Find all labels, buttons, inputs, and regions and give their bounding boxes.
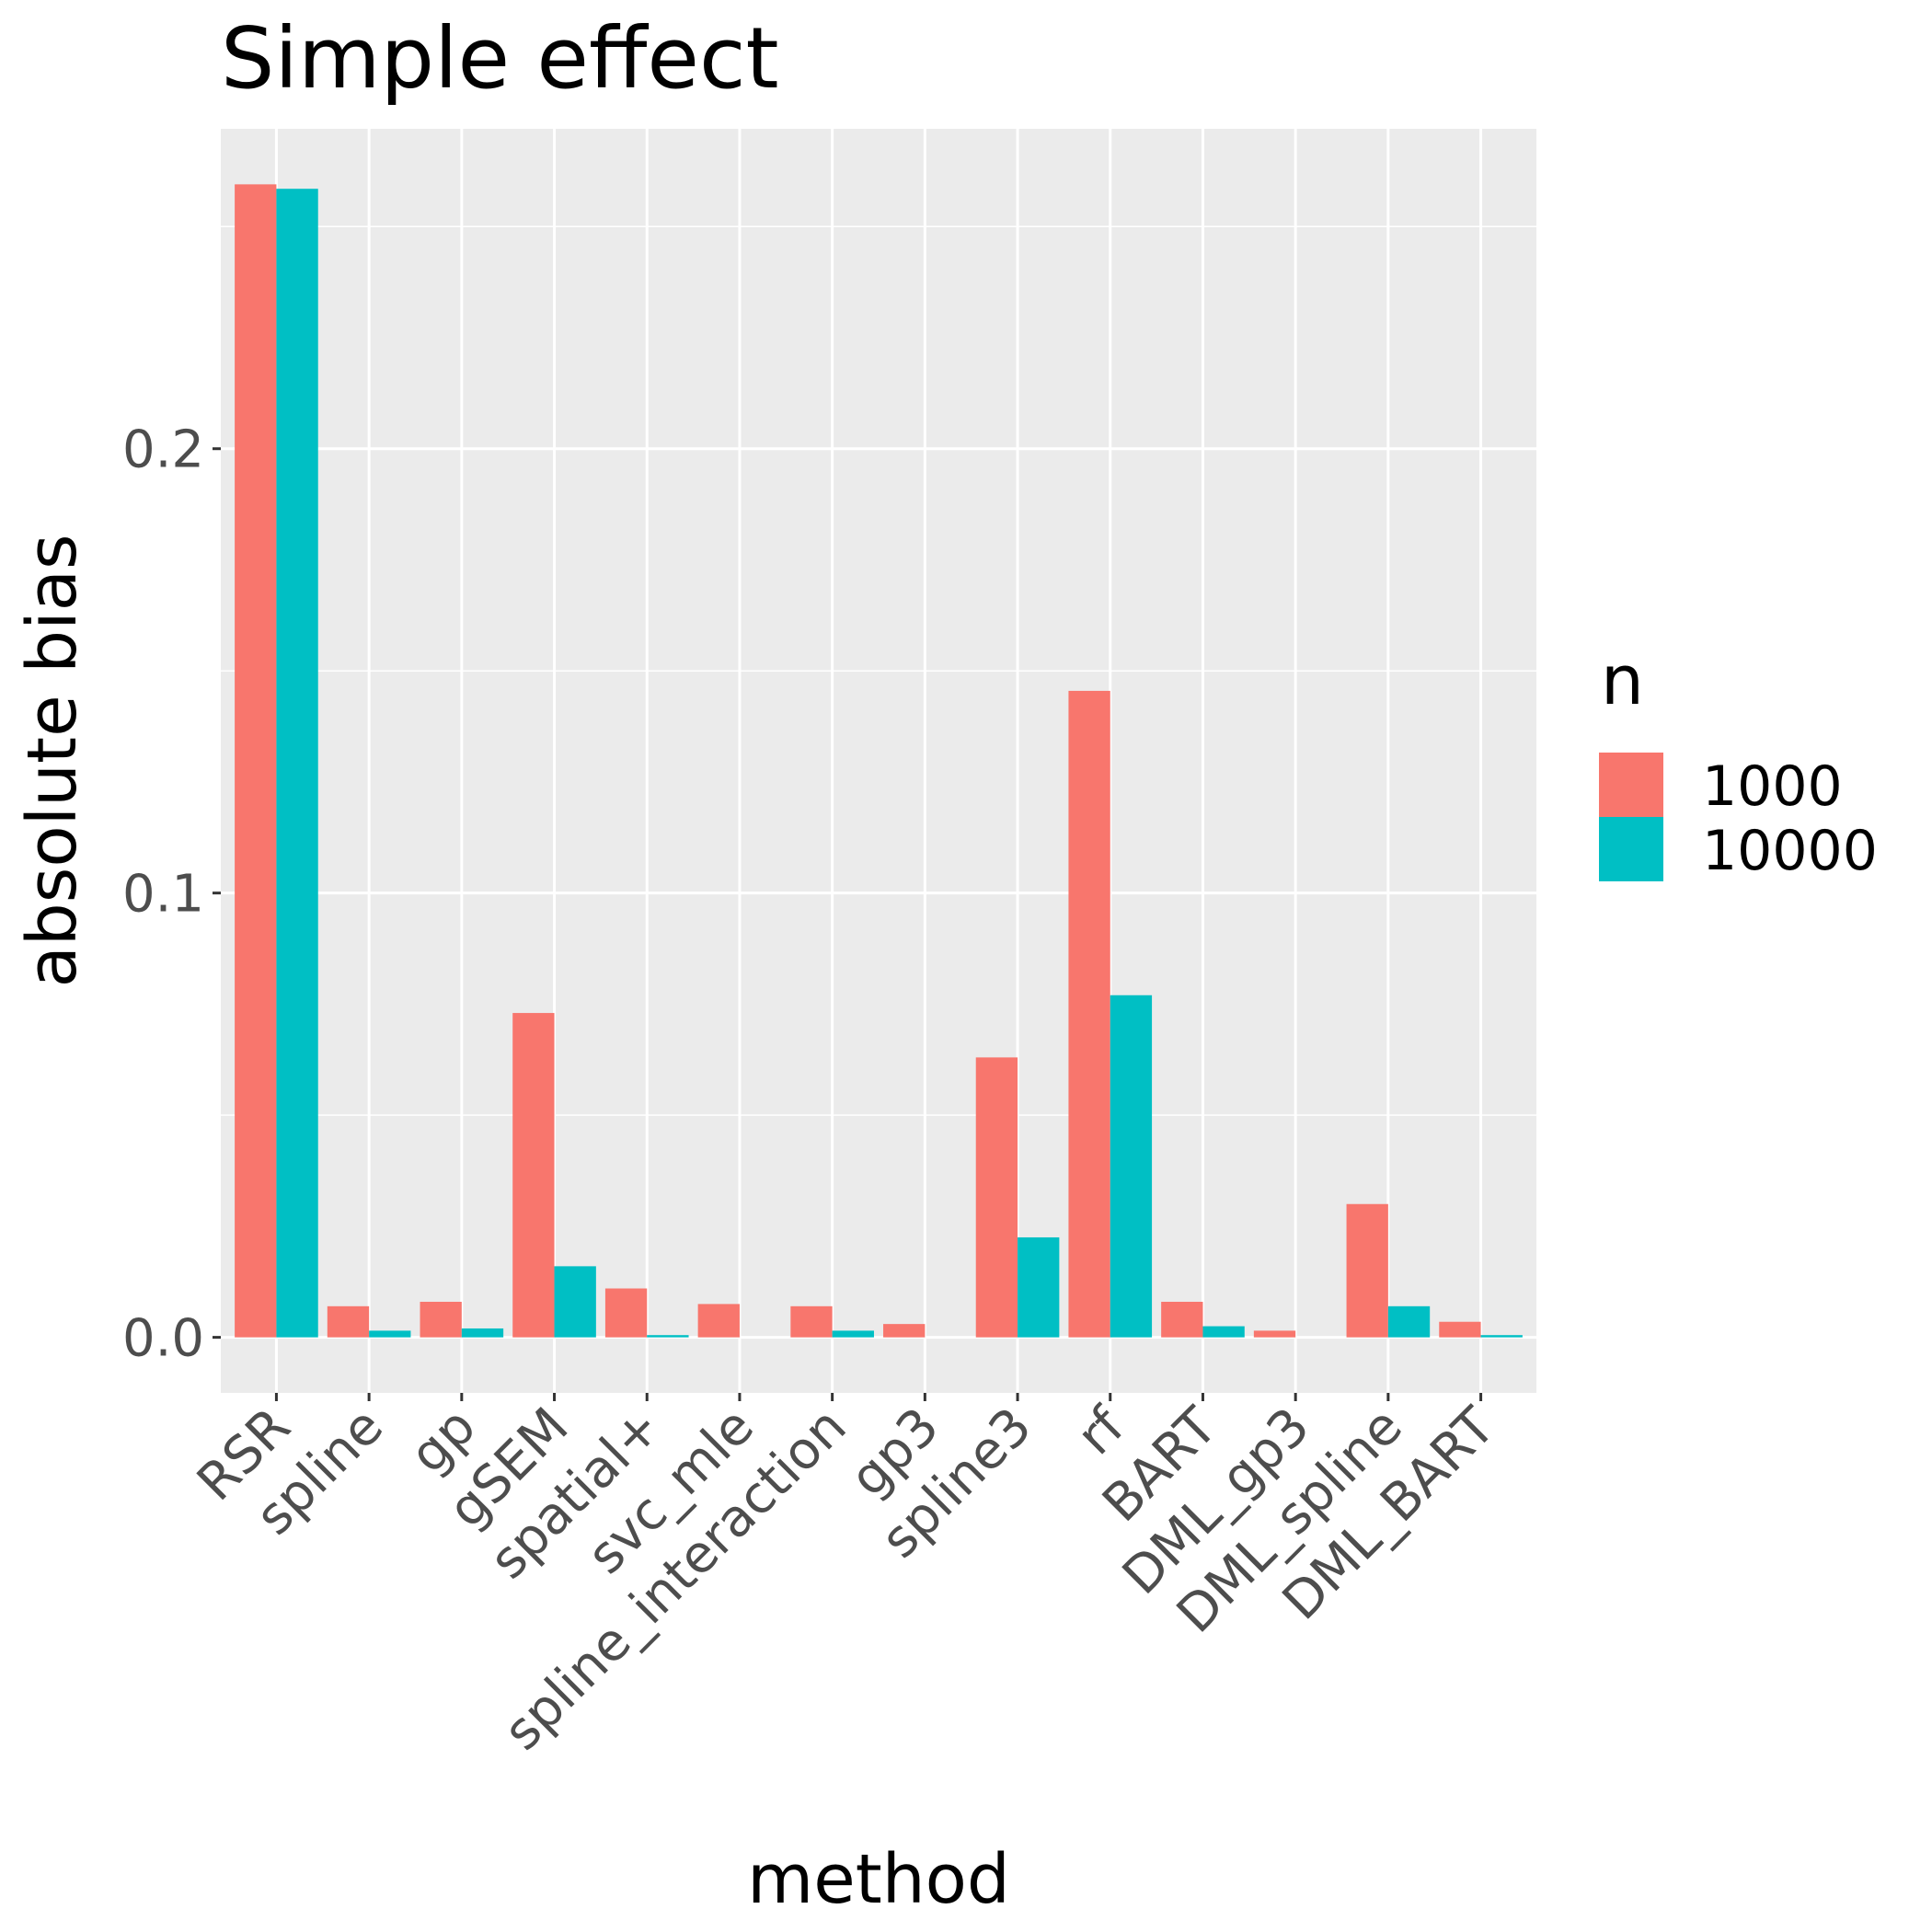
bar-BART-1000: [1161, 1301, 1203, 1338]
bar-rf-1000: [1068, 690, 1110, 1338]
bar-gSEM-1000: [512, 1013, 555, 1338]
bar-spline_interaction-1000: [790, 1305, 833, 1338]
x-axis-title: method: [747, 1840, 1010, 1919]
y-tick-label: 0.0: [122, 1309, 204, 1369]
legend-label-1000: 1000: [1702, 754, 1843, 819]
plot-panel: [221, 129, 1536, 1393]
y-tick-label: 0.2: [122, 420, 204, 480]
bar-spline3-10000: [1018, 1236, 1060, 1338]
bar-DML_gp3-1000: [1253, 1330, 1296, 1338]
bar-spatial+-10000: [647, 1335, 689, 1338]
y-axis: 0.0 0.1 0.2: [122, 420, 221, 1369]
bar-gp-10000: [461, 1328, 504, 1338]
legend-key-1000: [1599, 753, 1663, 817]
y-axis-title: absolute bias: [13, 534, 92, 987]
bar-spline-1000: [327, 1305, 370, 1338]
bar-rf-10000: [1110, 995, 1153, 1338]
chart-title: Simple effect: [221, 9, 779, 108]
bar-spline3-1000: [975, 1057, 1018, 1338]
legend-key-10000: [1599, 817, 1663, 881]
bar-spatial+-1000: [604, 1288, 648, 1338]
major-gridlines: [221, 129, 1536, 1393]
bar-BART-10000: [1202, 1326, 1245, 1338]
bar-gp-1000: [420, 1301, 462, 1338]
bar-gSEM-10000: [554, 1266, 596, 1338]
bar-DML_spline-1000: [1346, 1203, 1388, 1338]
bars: [235, 184, 1523, 1338]
bar-spline_interaction-10000: [832, 1330, 874, 1338]
minor-gridlines: [221, 225, 1536, 1116]
bar-DML_spline-10000: [1387, 1305, 1431, 1338]
bar-RSR-10000: [276, 189, 318, 1338]
legend-title: n: [1601, 641, 1644, 720]
bar-DML_BART-10000: [1480, 1335, 1523, 1338]
bar-spline-10000: [369, 1330, 411, 1338]
legend: n 1000 10000: [1599, 641, 1878, 883]
bar-gp3-1000: [883, 1324, 926, 1338]
bar-DML_BART-1000: [1439, 1321, 1481, 1338]
bar-svc_mle-1000: [697, 1304, 740, 1338]
bar-RSR-1000: [235, 184, 277, 1338]
y-tick-label: 0.1: [122, 865, 204, 925]
legend-label-10000: 10000: [1702, 819, 1878, 883]
